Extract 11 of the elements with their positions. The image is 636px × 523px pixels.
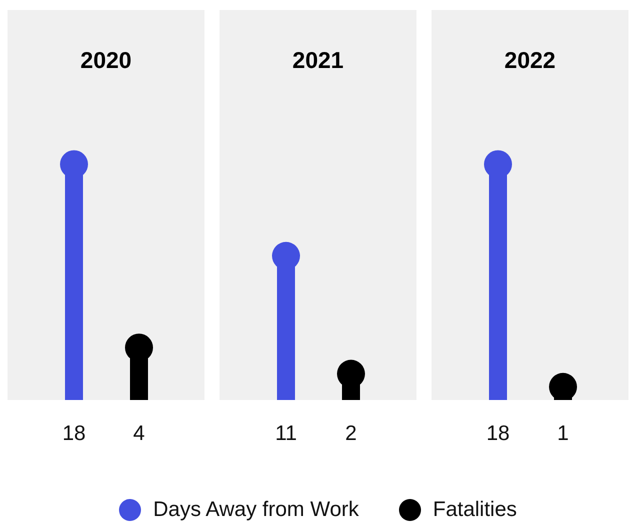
legend-label: Fatalities <box>432 497 517 523</box>
x-tick-label: 2021 <box>292 47 344 73</box>
x-tick-label: 2022 <box>504 47 556 73</box>
data-label: 11 <box>275 422 297 445</box>
data-label: 18 <box>62 422 86 445</box>
legend-label: Days Away from Work <box>153 497 359 523</box>
data-label: 18 <box>486 422 510 445</box>
data-label: 2 <box>345 422 357 445</box>
x-tick-label: 2020 <box>80 47 132 73</box>
data-label: 1 <box>557 422 569 445</box>
data-label: 4 <box>133 422 146 445</box>
